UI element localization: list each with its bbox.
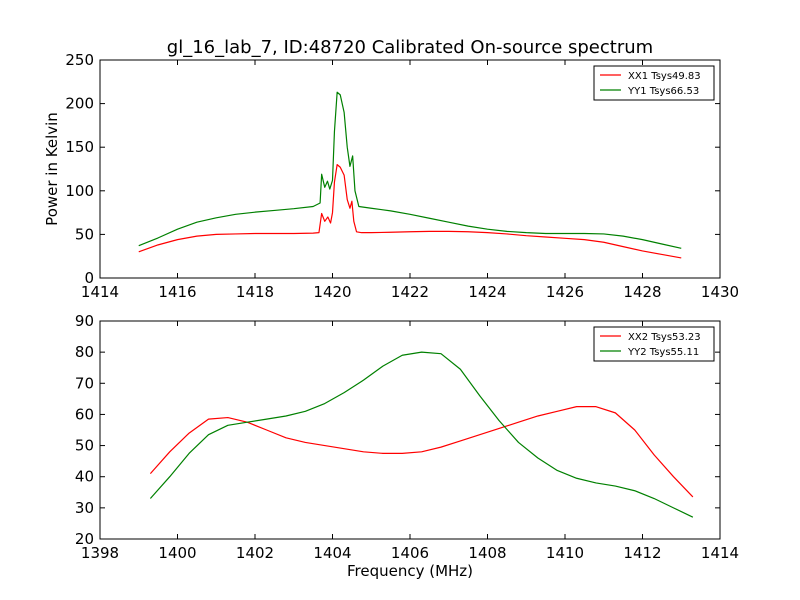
- top-legend-label: XX1 Tsys49.83: [628, 71, 701, 82]
- top-legend: XX1 Tsys49.83 YY1 Tsys66.53: [593, 65, 715, 101]
- bottom-y-tick-label: 20: [75, 530, 94, 548]
- top-x-tick-label: 1414: [81, 283, 119, 301]
- bottom-x-tick-label: 1412: [623, 544, 661, 562]
- bottom-legend-label: YY2 Tsys55.11: [627, 347, 699, 358]
- top-x-tick-label: 1422: [391, 283, 429, 301]
- bottom-x-tick-label: 1414: [701, 544, 739, 562]
- top-x-tick-label: 1428: [623, 283, 661, 301]
- top-x-tick-label: 1430: [701, 283, 739, 301]
- bottom-legend-box: [593, 326, 715, 362]
- bottom-y-tick-label: 30: [75, 499, 94, 517]
- bottom-series-line-2: [149, 351, 694, 518]
- top-y-tick-label: 250: [65, 51, 94, 69]
- bottom-x-tick-label: 1398: [81, 544, 119, 562]
- bottom-legend-label: XX2 Tsys53.23: [628, 332, 701, 343]
- bottom-y-tick-label: 50: [75, 437, 94, 455]
- top-plot-frame: [99, 59, 721, 279]
- top-x-tick-label: 1424: [468, 283, 506, 301]
- figure-title: gl_16_lab_7, ID:48720 Calibrated On-sour…: [167, 37, 653, 58]
- top-y-tick-label: 50: [75, 225, 94, 243]
- bottom-x-axis-label: Frequency (MHz): [347, 562, 473, 580]
- bottom-y-tick-label: 90: [75, 312, 94, 330]
- top-x-tick-label: 1420: [313, 283, 351, 301]
- bottom-plot-frame: [99, 320, 721, 540]
- top-y-axis-label: Power in Kelvin: [43, 112, 61, 226]
- top-y-tick-label: 150: [65, 138, 94, 156]
- top-x-tick-label: 1416: [158, 283, 196, 301]
- top-series-line-2: [138, 91, 682, 249]
- top-y-tick-label: 200: [65, 95, 94, 113]
- bottom-series-line-1: [149, 406, 694, 498]
- top-x-tick-label: 1418: [236, 283, 274, 301]
- bottom-y-tick-label: 70: [75, 374, 94, 392]
- top-y-tick-label: 100: [65, 182, 94, 200]
- bottom-x-tick-label: 1402: [236, 544, 274, 562]
- bottom-y-tick-label: 80: [75, 343, 94, 361]
- bottom-legend: XX2 Tsys53.23 YY2 Tsys55.11: [593, 326, 715, 362]
- top-y-tick-label: 0: [84, 269, 94, 287]
- bottom-x-tick-label: 1406: [391, 544, 429, 562]
- top-series-line-1: [138, 164, 682, 259]
- top-legend-label: YY1 Tsys66.53: [627, 86, 699, 97]
- top-panel: 1414 1416 1418 1420 1422 1424 1426 1428 1430 0 50 1…: [43, 51, 739, 301]
- top-x-tick-label: 1426: [546, 283, 584, 301]
- top-legend-box: [593, 65, 715, 101]
- bottom-y-tick-label: 40: [75, 468, 94, 486]
- bottom-x-tick-label: 1408: [468, 544, 506, 562]
- bottom-panel: 1398 1400 1402 1404 1406 1408 1410 1412 1414 20 30…: [75, 312, 739, 580]
- bottom-x-tick-label: 1400: [158, 544, 196, 562]
- bottom-x-tick-label: 1410: [546, 544, 584, 562]
- bottom-y-tick-label: 60: [75, 405, 94, 423]
- bottom-x-tick-label: 1404: [313, 544, 351, 562]
